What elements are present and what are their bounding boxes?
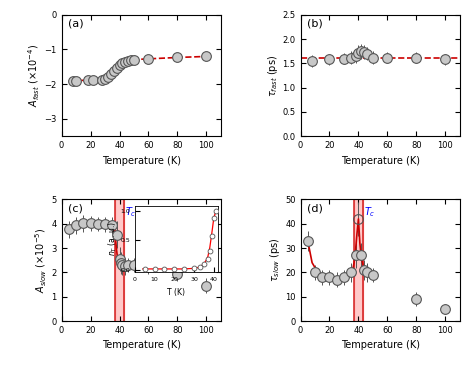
Text: $T_c$: $T_c$ <box>364 206 376 220</box>
Text: (d): (d) <box>307 203 323 213</box>
X-axis label: Temperature (K): Temperature (K) <box>341 341 419 351</box>
Bar <box>354 200 363 321</box>
Text: (c): (c) <box>68 203 83 213</box>
Y-axis label: $\tau_{fast}$ (ps): $\tau_{fast}$ (ps) <box>266 55 280 97</box>
Bar <box>115 200 124 321</box>
X-axis label: Temperature (K): Temperature (K) <box>102 156 181 166</box>
Y-axis label: $\tau_{slow}$ (ps): $\tau_{slow}$ (ps) <box>268 238 282 283</box>
X-axis label: Temperature (K): Temperature (K) <box>341 156 419 166</box>
X-axis label: Temperature (K): Temperature (K) <box>102 341 181 351</box>
Text: (b): (b) <box>307 18 323 28</box>
Y-axis label: $A_{slow}$ ($\times 10^{-5}$): $A_{slow}$ ($\times 10^{-5}$) <box>33 227 49 293</box>
Text: (a): (a) <box>68 18 83 28</box>
Y-axis label: $A_{fast}$ ($\times 10^{-4}$): $A_{fast}$ ($\times 10^{-4}$) <box>26 44 42 107</box>
Text: $T_c$: $T_c$ <box>125 206 137 220</box>
